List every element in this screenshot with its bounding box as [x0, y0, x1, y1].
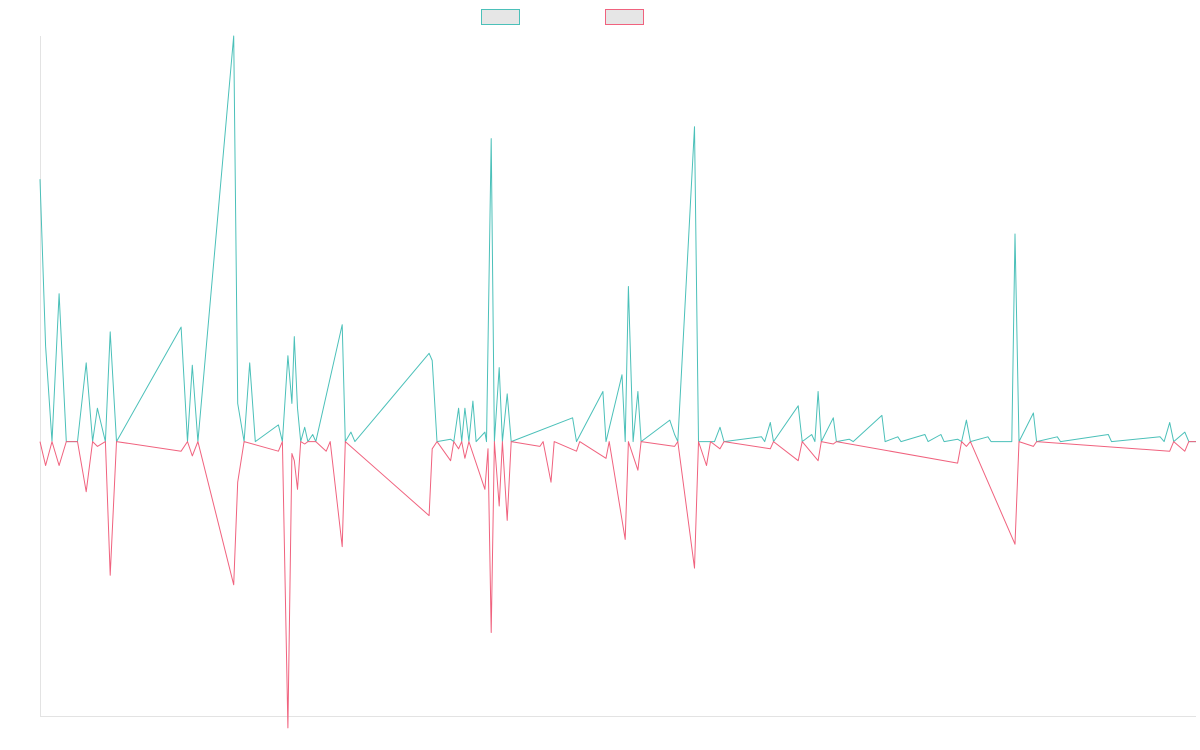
- legend-swatch-series-1[interactable]: [481, 9, 520, 25]
- series-layer: [39, 35, 1196, 729]
- legend-swatch-series-2[interactable]: [605, 9, 644, 25]
- series-2-line: [39, 441, 1196, 729]
- series-1-line: [39, 35, 1196, 443]
